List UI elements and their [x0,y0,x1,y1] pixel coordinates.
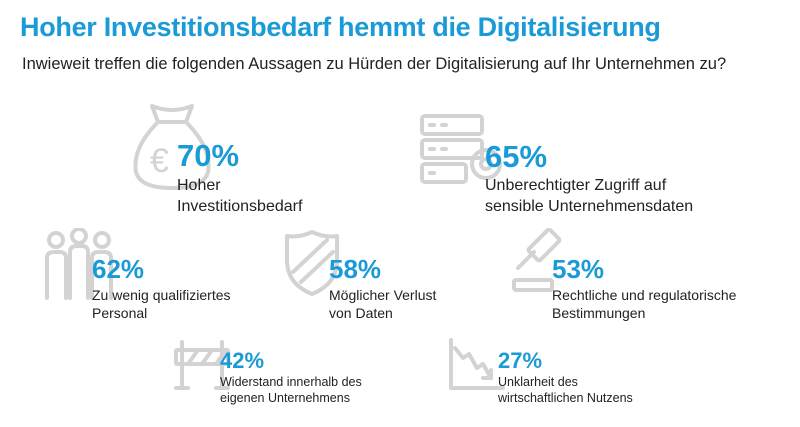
money-bag-icon: € [128,100,216,192]
stat-label-personal: Zu wenig qualifiziertes Personal [92,287,231,322]
stat-value-53: 53% [552,254,605,284]
stat-value-65: 65% [485,139,548,174]
declining-chart-icon [445,336,507,394]
stat-value-58: 58% [329,254,382,284]
stat-value-42: 42% [220,348,265,373]
stat-label-widerstand: Widerstand innerhalb des eigenen Unterne… [220,375,362,406]
stat-label-datenverlust: Möglicher Verlust von Daten [329,287,437,322]
svg-text:€: € [150,142,169,180]
stat-label-zugriff: Unberechtigter Zugriff auf sensible Unte… [485,177,694,215]
shield-icon [283,228,341,298]
stat-value-70: 70% [177,138,240,173]
gavel-icon [510,228,570,294]
stat-label-investitionsbedarf: Hoher Investitionsbedarf [177,177,303,215]
chart-subtitle: Inwieweit treffen die folgenden Aussagen… [22,55,727,73]
stat-value-62: 62% [92,254,145,284]
barrier-icon [172,338,232,392]
people-icon [42,228,116,302]
chart-title: Hoher Investitionsbedarf hemmt die Digit… [20,12,661,42]
stat-label-regulatorik: Rechtliche und regulatorische Bestimmung… [552,287,737,322]
stat-label-nutzen: Unklarheit des wirtschaftlichen Nutzens [498,375,633,406]
server-lock-icon [418,112,514,188]
stat-value-27: 27% [498,348,543,373]
